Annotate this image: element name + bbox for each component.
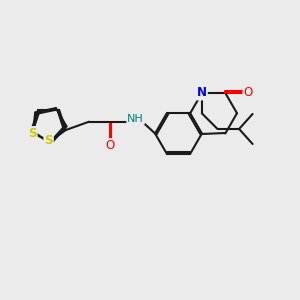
Text: NH: NH — [127, 114, 144, 124]
Text: S: S — [28, 127, 37, 140]
Text: S: S — [44, 134, 53, 148]
Text: O: O — [244, 86, 253, 100]
Text: O: O — [105, 139, 114, 152]
Text: N: N — [197, 86, 207, 100]
